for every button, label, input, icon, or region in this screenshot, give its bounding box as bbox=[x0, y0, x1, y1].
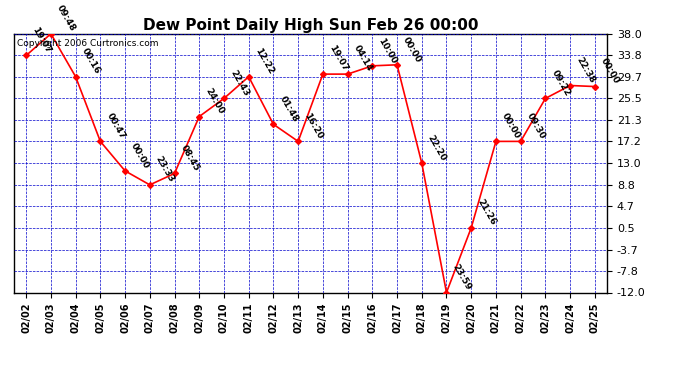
Text: 22:20: 22:20 bbox=[426, 133, 448, 162]
Text: 00:47: 00:47 bbox=[104, 111, 126, 141]
Text: 23:59: 23:59 bbox=[451, 262, 473, 292]
Text: 09:48: 09:48 bbox=[55, 4, 77, 33]
Text: 21:26: 21:26 bbox=[475, 198, 497, 227]
Text: 23:33: 23:33 bbox=[154, 155, 176, 184]
Text: 09:22: 09:22 bbox=[549, 68, 571, 98]
Text: 00:00: 00:00 bbox=[599, 57, 621, 86]
Text: 00:00: 00:00 bbox=[401, 35, 423, 64]
Text: 19:07: 19:07 bbox=[30, 25, 52, 55]
Text: 12:22: 12:22 bbox=[253, 46, 275, 76]
Text: 00:00: 00:00 bbox=[500, 112, 522, 141]
Title: Dew Point Daily High Sun Feb 26 00:00: Dew Point Daily High Sun Feb 26 00:00 bbox=[143, 18, 478, 33]
Text: 22:38: 22:38 bbox=[574, 56, 596, 85]
Text: 22:43: 22:43 bbox=[228, 68, 250, 98]
Text: 10:00: 10:00 bbox=[377, 36, 398, 65]
Text: 01:48: 01:48 bbox=[277, 94, 299, 123]
Text: 08:45: 08:45 bbox=[179, 143, 201, 173]
Text: 24:00: 24:00 bbox=[204, 87, 226, 116]
Text: 04:14: 04:14 bbox=[352, 44, 374, 74]
Text: 09:30: 09:30 bbox=[525, 111, 547, 141]
Text: Copyright 2006 Curtronics.com: Copyright 2006 Curtronics.com bbox=[17, 39, 158, 48]
Text: 19:07: 19:07 bbox=[327, 44, 349, 74]
Text: 00:16: 00:16 bbox=[80, 47, 101, 76]
Text: 00:00: 00:00 bbox=[129, 141, 151, 170]
Text: 16:20: 16:20 bbox=[302, 111, 324, 141]
